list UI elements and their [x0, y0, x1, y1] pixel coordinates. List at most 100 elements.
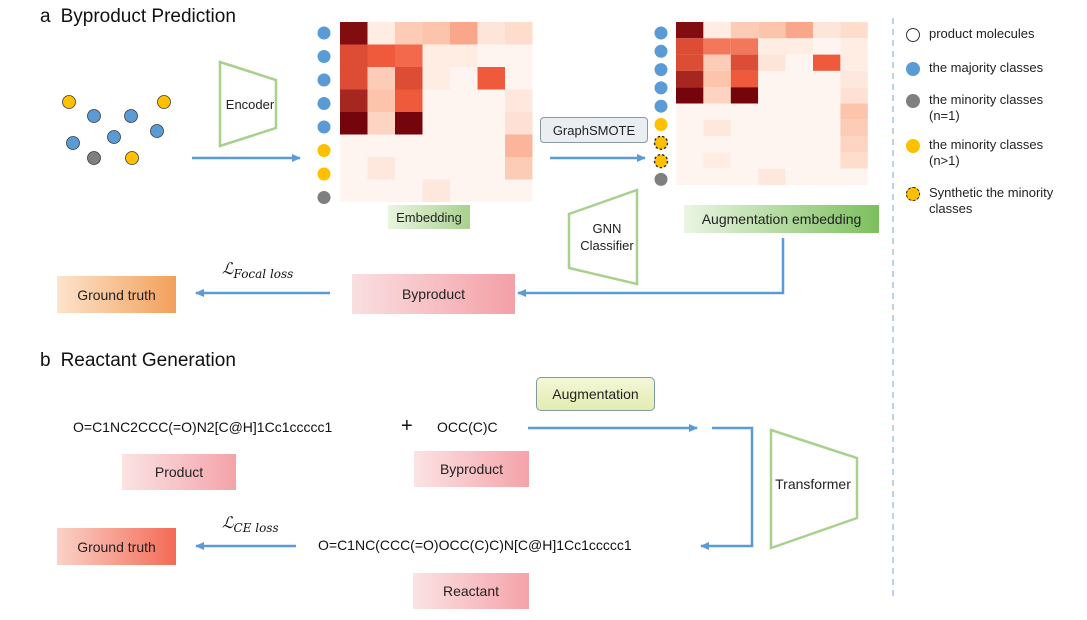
blue-class-dot — [654, 44, 668, 58]
molecule-blue — [124, 109, 138, 123]
heatmap-cell — [840, 119, 868, 137]
heatmap-cell — [758, 136, 786, 153]
transformer-bracket — [712, 426, 754, 548]
byproduct-box: Byproduct — [352, 274, 515, 314]
blue-class-dot — [654, 81, 668, 95]
heatmap-cell — [676, 70, 704, 88]
heatmap-cell — [367, 179, 395, 202]
molecule-blue — [87, 109, 101, 123]
heatmap-cell — [676, 87, 704, 104]
heatmap-cell — [785, 54, 813, 71]
heatmap-cell — [395, 157, 423, 180]
heatmap-cell — [758, 103, 786, 120]
heatmap-cell — [758, 119, 786, 137]
heatmap-cell — [367, 89, 395, 112]
byproduct-b-box: Byproduct — [414, 451, 529, 487]
heatmap-cell — [422, 179, 450, 202]
heatmap-cell — [477, 157, 505, 180]
ce-loss-symbol: ℒ — [222, 513, 234, 532]
dashed-yellow-circle-icon — [906, 187, 920, 201]
heatmap-cell — [758, 87, 786, 104]
heatmap-cell — [395, 67, 423, 90]
heatmap-cell — [840, 136, 868, 153]
heatmap-cell — [367, 134, 395, 157]
blue-class-dot — [654, 99, 668, 113]
heatmap-cell — [367, 22, 395, 45]
molecule-blue — [150, 124, 164, 138]
molecule-scatter — [62, 95, 171, 165]
legend-item-product: product molecules — [906, 26, 1035, 42]
heatmap-cell — [505, 67, 533, 90]
heatmap-cell — [367, 67, 395, 90]
heatmap-cell — [676, 152, 704, 169]
white-circle-icon — [906, 28, 920, 42]
graphsmote-label: GraphSMOTE — [540, 117, 648, 143]
heatmap-cell — [340, 157, 368, 180]
heatmap-cell — [785, 119, 813, 137]
legend-item-minority-n1: the minority classes (n=1) — [906, 92, 1056, 124]
molecule-gray — [87, 151, 101, 165]
heatmap-cell — [703, 38, 731, 55]
heatmap-cell — [450, 112, 478, 135]
heatmap-cell — [340, 134, 368, 157]
transformer-trapezoid — [769, 428, 859, 550]
encoder-trapezoid — [218, 60, 278, 148]
heatmap-cell — [340, 112, 368, 135]
heatmap-cell — [703, 54, 731, 71]
heatmap-cell — [840, 70, 868, 88]
blue-circle-icon — [906, 62, 920, 76]
heatmap-cell — [730, 70, 759, 88]
heatmap-cell — [450, 22, 478, 45]
heatmap-cell — [813, 54, 841, 71]
legend-item-majority: the majority classes — [906, 60, 1043, 76]
heatmap-cell — [758, 54, 786, 71]
heatmap-cell — [758, 38, 786, 55]
gnn-line2: Classifier — [580, 238, 634, 253]
heatmap-cell — [703, 152, 731, 169]
heatmap-cell — [730, 152, 759, 169]
ce-loss-label: ℒCE loss — [222, 513, 279, 535]
heatmap-cell — [730, 168, 759, 185]
heatmap-cell — [422, 44, 450, 67]
heatmap-cell — [813, 152, 841, 169]
heatmap-cell — [395, 44, 423, 67]
augmentation-embedding-label: Augmentation embedding — [684, 205, 879, 233]
heatmap-cell — [395, 89, 423, 112]
heatmap-cell — [422, 157, 450, 180]
heatmap-cell — [505, 157, 533, 180]
reactant-smiles: O=C1NC(CCC(=O)OCC(C)C)N[C@H]1Cc1ccccc1 — [318, 537, 632, 553]
molecule-blue — [66, 136, 80, 150]
encoder-label: Encoder — [225, 96, 275, 112]
arrow-to-byproduct — [517, 238, 785, 297]
blue-class-dot — [654, 26, 668, 40]
heatmap-cell — [450, 157, 478, 180]
heatmap-cell — [505, 134, 533, 157]
heatmap-cell — [785, 70, 813, 88]
gray-class-dot — [654, 172, 668, 186]
heatmap-cell — [676, 103, 704, 120]
synthetic-minority-dot — [653, 153, 669, 169]
heatmap-cell — [450, 179, 478, 202]
heatmap-cell — [422, 134, 450, 157]
heatmap-cell — [340, 67, 368, 90]
transformer-label: Transformer — [775, 476, 851, 492]
heatmap-cell — [395, 134, 423, 157]
heatmap-cell — [758, 70, 786, 88]
yellow-class-dot — [317, 144, 331, 157]
heatmap-cell — [730, 103, 759, 120]
blue-class-dot — [654, 63, 668, 77]
augmentation-heatmap — [676, 22, 868, 185]
heatmap-cell — [730, 87, 759, 104]
heatmap-cell — [813, 119, 841, 137]
heatmap-cell — [813, 87, 841, 104]
molecule-blue — [107, 130, 121, 144]
legend-item-synthetic: Synthetic the minority classes — [906, 185, 1066, 217]
reactant-box: Reactant — [413, 573, 529, 609]
heatmap-cell — [730, 38, 759, 55]
heatmap-cell — [450, 134, 478, 157]
heatmap-cell — [477, 22, 505, 45]
heatmap-cell — [450, 89, 478, 112]
blue-class-dot — [317, 73, 331, 87]
legend-text: the minority classes (n>1) — [929, 137, 1044, 168]
heatmap-cell — [703, 168, 731, 185]
